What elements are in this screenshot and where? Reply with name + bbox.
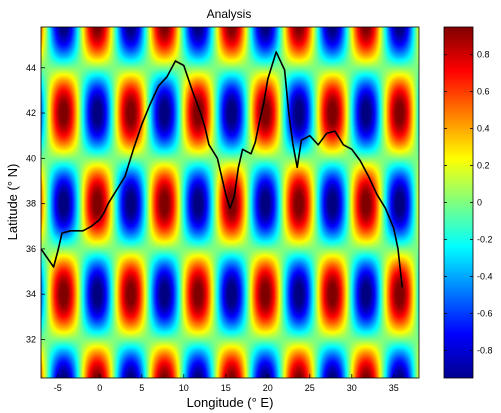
colorbar-ticks: -0.8 -0.6 -0.4 -0.2 0 0.2 0.4 0.6 0.8 — [444, 50, 493, 355]
y-tick-label: 36 — [26, 244, 36, 254]
y-tick-label: 38 — [26, 199, 36, 209]
y-axis-ticks: 32 34 36 38 40 42 44 — [26, 63, 45, 345]
x-tick-label: 20 — [263, 383, 273, 393]
plot-frame — [40, 26, 420, 379]
colorbar-tick-label: 0.2 — [477, 161, 490, 171]
colorbar-tick-label: -0.8 — [477, 345, 493, 355]
x-tick-label: -5 — [54, 383, 62, 393]
colorbar-gradient — [443, 26, 474, 379]
x-tick-label: 0 — [97, 383, 102, 393]
y-axis-label: Latitude (° N) — [5, 164, 20, 241]
x-tick-label: 35 — [389, 383, 399, 393]
colorbar-tick-label: 0.6 — [477, 87, 490, 97]
x-tick-label: 25 — [305, 383, 315, 393]
y-tick-label: 34 — [26, 289, 36, 299]
coastline-outline — [40, 51, 403, 288]
chart-title: Analysis — [207, 7, 252, 21]
colorbar-tick-label: -0.4 — [477, 271, 493, 281]
y-tick-label: 32 — [26, 335, 36, 345]
x-axis-ticks: -5 0 5 10 15 20 25 30 35 — [54, 374, 399, 393]
y-tick-label: 40 — [26, 153, 36, 163]
y-tick-label: 44 — [26, 63, 36, 73]
colorbar-tick-label: -0.6 — [477, 308, 493, 318]
heatmap-field — [41, 27, 419, 378]
y-tick-label: 42 — [26, 108, 36, 118]
colorbar-tick-label: 0 — [477, 198, 482, 208]
colorbar-tick-label: 0.8 — [477, 50, 490, 60]
x-axis-label: Longitude (° E) — [187, 395, 274, 410]
heatmap-plot-area — [40, 26, 420, 379]
x-tick-label: 30 — [347, 383, 357, 393]
colorbar-tick-label: 0.4 — [477, 124, 490, 134]
colorbar-tick-label: -0.2 — [477, 234, 493, 244]
x-tick-label: 15 — [221, 383, 231, 393]
x-tick-label: 10 — [179, 383, 189, 393]
colorbar: -0.8 -0.6 -0.4 -0.2 0 0.2 0.4 0.6 0.8 — [443, 26, 493, 379]
x-tick-label: 5 — [139, 383, 144, 393]
